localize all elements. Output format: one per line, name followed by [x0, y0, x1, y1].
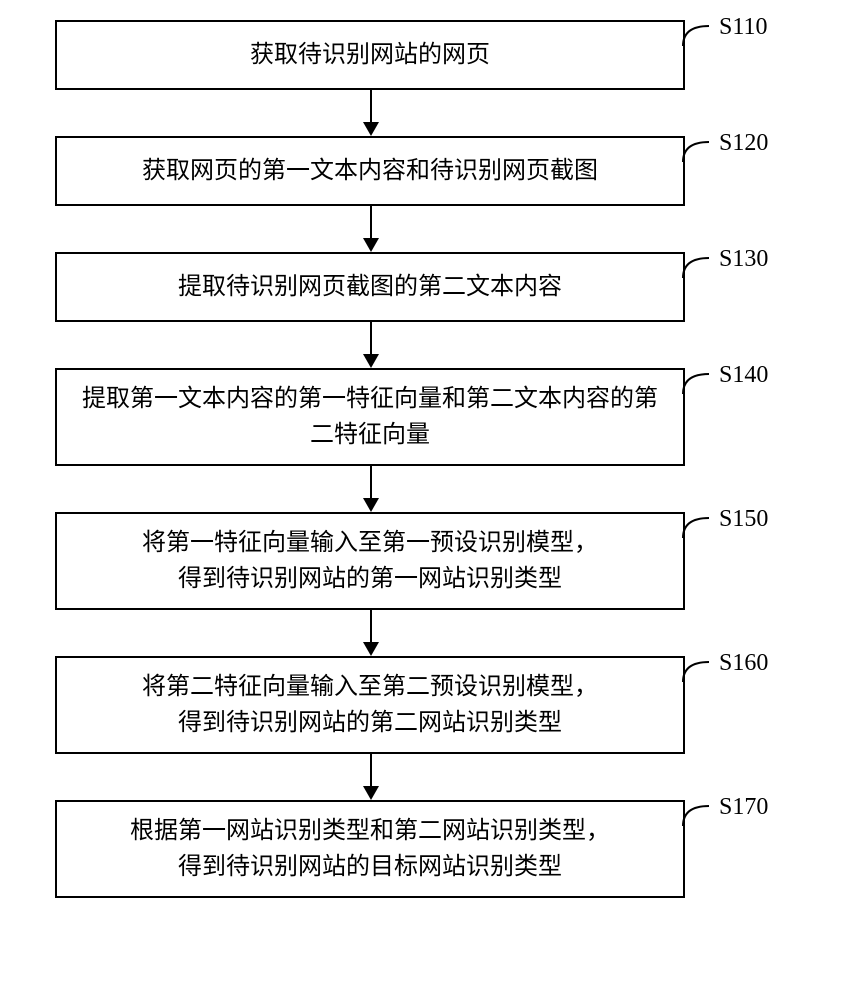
flow-node-text: 将第二特征向量输入至第二预设识别模型， 得到待识别网站的第二网站识别类型 — [142, 669, 598, 741]
step-label-S170: S170 — [719, 794, 768, 821]
flow-node-S120: 获取网页的第一文本内容和待识别网页截图 — [55, 136, 685, 206]
step-label-S140: S140 — [719, 362, 768, 389]
step-row-S130: 提取待识别网页截图的第二文本内容S130 — [0, 252, 848, 322]
label-connector-S170 — [681, 802, 717, 826]
step-label-S110: S110 — [719, 14, 767, 41]
step-row-S160: 将第二特征向量输入至第二预设识别模型， 得到待识别网站的第二网站识别类型S160 — [0, 656, 848, 754]
flow-node-S150: 将第一特征向量输入至第一预设识别模型， 得到待识别网站的第一网站识别类型 — [55, 512, 685, 610]
label-connector-S160 — [681, 658, 717, 682]
flow-node-S130: 提取待识别网页截图的第二文本内容 — [55, 252, 685, 322]
step-row-S120: 获取网页的第一文本内容和待识别网页截图S120 — [0, 136, 848, 206]
label-connector-S140 — [681, 370, 717, 394]
flow-node-text: 将第一特征向量输入至第一预设识别模型， 得到待识别网站的第一网站识别类型 — [142, 525, 598, 597]
flow-node-S140: 提取第一文本内容的第一特征向量和第二文本内容的第 二特征向量 — [55, 368, 685, 466]
flow-node-text: 根据第一网站识别类型和第二网站识别类型， 得到待识别网站的目标网站识别类型 — [130, 813, 610, 885]
step-row-S110: 获取待识别网站的网页S110 — [0, 20, 848, 90]
step-row-S170: 根据第一网站识别类型和第二网站识别类型， 得到待识别网站的目标网站识别类型S17… — [0, 800, 848, 898]
flow-node-S170: 根据第一网站识别类型和第二网站识别类型， 得到待识别网站的目标网站识别类型 — [55, 800, 685, 898]
step-row-S150: 将第一特征向量输入至第一预设识别模型， 得到待识别网站的第一网站识别类型S150 — [0, 512, 848, 610]
label-connector-S150 — [681, 514, 717, 538]
step-row-S140: 提取第一文本内容的第一特征向量和第二文本内容的第 二特征向量S140 — [0, 368, 848, 466]
label-connector-S130 — [681, 254, 717, 278]
flow-node-text: 提取第一文本内容的第一特征向量和第二文本内容的第 二特征向量 — [82, 381, 658, 453]
step-label-S130: S130 — [719, 246, 768, 273]
flow-node-S110: 获取待识别网站的网页 — [55, 20, 685, 90]
step-label-S150: S150 — [719, 506, 768, 533]
step-label-S160: S160 — [719, 650, 768, 677]
flow-node-S160: 将第二特征向量输入至第二预设识别模型， 得到待识别网站的第二网站识别类型 — [55, 656, 685, 754]
flow-node-text: 获取网页的第一文本内容和待识别网页截图 — [142, 153, 598, 189]
flow-node-text: 提取待识别网页截图的第二文本内容 — [178, 269, 562, 305]
step-label-S120: S120 — [719, 130, 768, 157]
label-connector-S110 — [681, 22, 717, 46]
label-connector-S120 — [681, 138, 717, 162]
flowchart-container: 获取待识别网站的网页S110获取网页的第一文本内容和待识别网页截图S120提取待… — [0, 20, 848, 898]
flow-node-text: 获取待识别网站的网页 — [250, 37, 490, 73]
